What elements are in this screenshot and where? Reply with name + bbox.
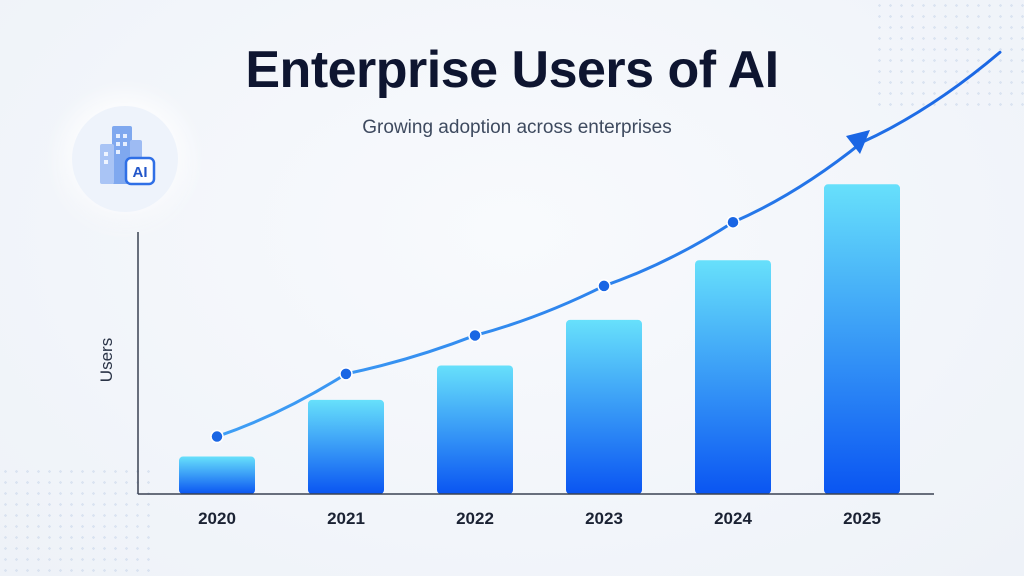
x-tick-label-2023: 2023 — [585, 509, 623, 528]
x-tick-label-2021: 2021 — [327, 509, 365, 528]
chart-title: Enterprise Users of AI — [245, 41, 779, 99]
bar-2021 — [308, 399, 384, 494]
trend-point-2023 — [597, 279, 611, 293]
enterprise-ai-badge: AI — [72, 106, 178, 212]
decor-dots-bottom-left — [0, 466, 150, 576]
trend-point-2021 — [339, 367, 353, 381]
trend-point-2024 — [726, 215, 740, 229]
bar-2023 — [566, 319, 642, 494]
badge-ai-text: AI — [133, 164, 148, 181]
x-tick-label-2024: 2024 — [714, 509, 752, 528]
building-icon: AI — [100, 126, 156, 186]
trend-point-2020 — [210, 429, 224, 444]
bar-2025 — [824, 184, 900, 495]
trend-arrow-head — [846, 130, 870, 154]
x-tick-label-2020: 2020 — [198, 509, 236, 528]
trend-point-2022 — [468, 328, 482, 343]
bar-2022 — [437, 365, 513, 494]
x-tick-label-2022: 2022 — [456, 509, 494, 528]
x-tick-label-2025: 2025 — [843, 509, 881, 528]
bar-2024 — [695, 260, 771, 494]
bar-2020 — [179, 456, 255, 494]
chart-subtitle: Growing adoption across enterprises — [362, 117, 672, 138]
